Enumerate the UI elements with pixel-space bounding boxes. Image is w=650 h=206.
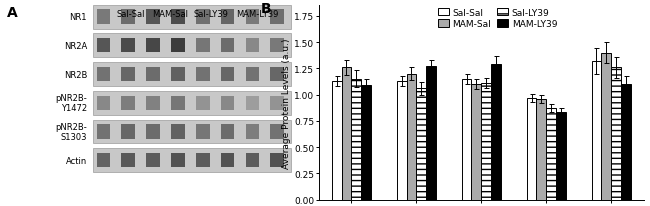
Bar bbox=[196, 68, 209, 82]
Bar bbox=[221, 125, 235, 139]
Text: MAM-Sal: MAM-Sal bbox=[153, 10, 188, 19]
Bar bbox=[601, 53, 611, 200]
Bar bbox=[122, 125, 135, 139]
Bar bbox=[396, 82, 406, 200]
Bar bbox=[471, 85, 481, 200]
Bar bbox=[122, 153, 135, 167]
Bar bbox=[352, 80, 361, 200]
Bar bbox=[146, 125, 160, 139]
Bar bbox=[621, 85, 630, 200]
Bar bbox=[171, 96, 185, 110]
Bar bbox=[221, 96, 235, 110]
Bar bbox=[526, 98, 536, 200]
Bar bbox=[270, 11, 284, 25]
Bar bbox=[196, 39, 209, 53]
Text: pNR2B-
Y1472: pNR2B- Y1472 bbox=[55, 94, 87, 113]
Bar bbox=[556, 113, 566, 200]
Bar bbox=[171, 153, 185, 167]
Bar bbox=[592, 62, 601, 200]
Bar bbox=[246, 125, 259, 139]
Bar bbox=[93, 91, 291, 115]
Bar bbox=[426, 67, 436, 200]
Bar bbox=[270, 153, 284, 167]
Bar bbox=[332, 82, 342, 200]
Text: NR2B: NR2B bbox=[64, 70, 87, 79]
Bar bbox=[221, 68, 235, 82]
Bar bbox=[270, 125, 284, 139]
Bar bbox=[270, 96, 284, 110]
Bar bbox=[97, 39, 110, 53]
Bar bbox=[171, 125, 185, 139]
Bar bbox=[146, 68, 160, 82]
Bar bbox=[342, 68, 352, 200]
Text: Sal-LY39: Sal-LY39 bbox=[194, 10, 228, 19]
Bar bbox=[97, 68, 110, 82]
Bar bbox=[246, 96, 259, 110]
Bar bbox=[196, 125, 209, 139]
Bar bbox=[221, 153, 235, 167]
Bar bbox=[462, 80, 471, 200]
Bar bbox=[122, 68, 135, 82]
Text: B: B bbox=[261, 2, 271, 16]
Bar bbox=[361, 86, 370, 200]
Bar bbox=[196, 96, 209, 110]
Bar bbox=[97, 96, 110, 110]
Bar bbox=[491, 65, 500, 200]
Bar bbox=[93, 6, 291, 29]
Text: NR1: NR1 bbox=[70, 13, 87, 22]
Bar bbox=[196, 11, 209, 25]
Legend: Sal-Sal, MAM-Sal, Sal-LY39, MAM-LY39: Sal-Sal, MAM-Sal, Sal-LY39, MAM-LY39 bbox=[436, 7, 559, 31]
Bar bbox=[246, 68, 259, 82]
Bar bbox=[246, 153, 259, 167]
Bar bbox=[93, 149, 291, 172]
Bar bbox=[546, 109, 556, 200]
Bar bbox=[171, 39, 185, 53]
Bar bbox=[270, 39, 284, 53]
Bar bbox=[406, 74, 416, 200]
Text: NR2A: NR2A bbox=[64, 42, 87, 51]
Bar bbox=[122, 96, 135, 110]
Bar bbox=[97, 11, 110, 25]
Bar bbox=[196, 153, 209, 167]
Bar bbox=[97, 125, 110, 139]
Bar bbox=[246, 11, 259, 25]
Bar bbox=[270, 68, 284, 82]
Y-axis label: Average Protein Levels (a.u.): Average Protein Levels (a.u.) bbox=[282, 38, 291, 168]
Bar bbox=[171, 68, 185, 82]
Bar bbox=[146, 96, 160, 110]
Text: MAM-LY39: MAM-LY39 bbox=[236, 10, 278, 19]
Bar bbox=[93, 34, 291, 58]
Bar bbox=[221, 39, 235, 53]
Text: A: A bbox=[6, 6, 18, 20]
Bar bbox=[481, 84, 491, 200]
Bar bbox=[246, 39, 259, 53]
Bar bbox=[122, 39, 135, 53]
Bar bbox=[93, 120, 291, 144]
Bar bbox=[146, 39, 160, 53]
Bar bbox=[611, 68, 621, 200]
Text: Sal-Sal: Sal-Sal bbox=[116, 10, 144, 19]
Bar bbox=[146, 11, 160, 25]
Bar bbox=[122, 11, 135, 25]
Bar bbox=[146, 153, 160, 167]
Text: pNR2B-
S1303: pNR2B- S1303 bbox=[55, 122, 87, 142]
Text: Actin: Actin bbox=[66, 156, 87, 165]
Bar bbox=[93, 63, 291, 87]
Bar bbox=[416, 89, 426, 200]
Bar bbox=[221, 11, 235, 25]
Bar bbox=[97, 153, 110, 167]
Bar bbox=[536, 99, 546, 200]
Bar bbox=[171, 11, 185, 25]
